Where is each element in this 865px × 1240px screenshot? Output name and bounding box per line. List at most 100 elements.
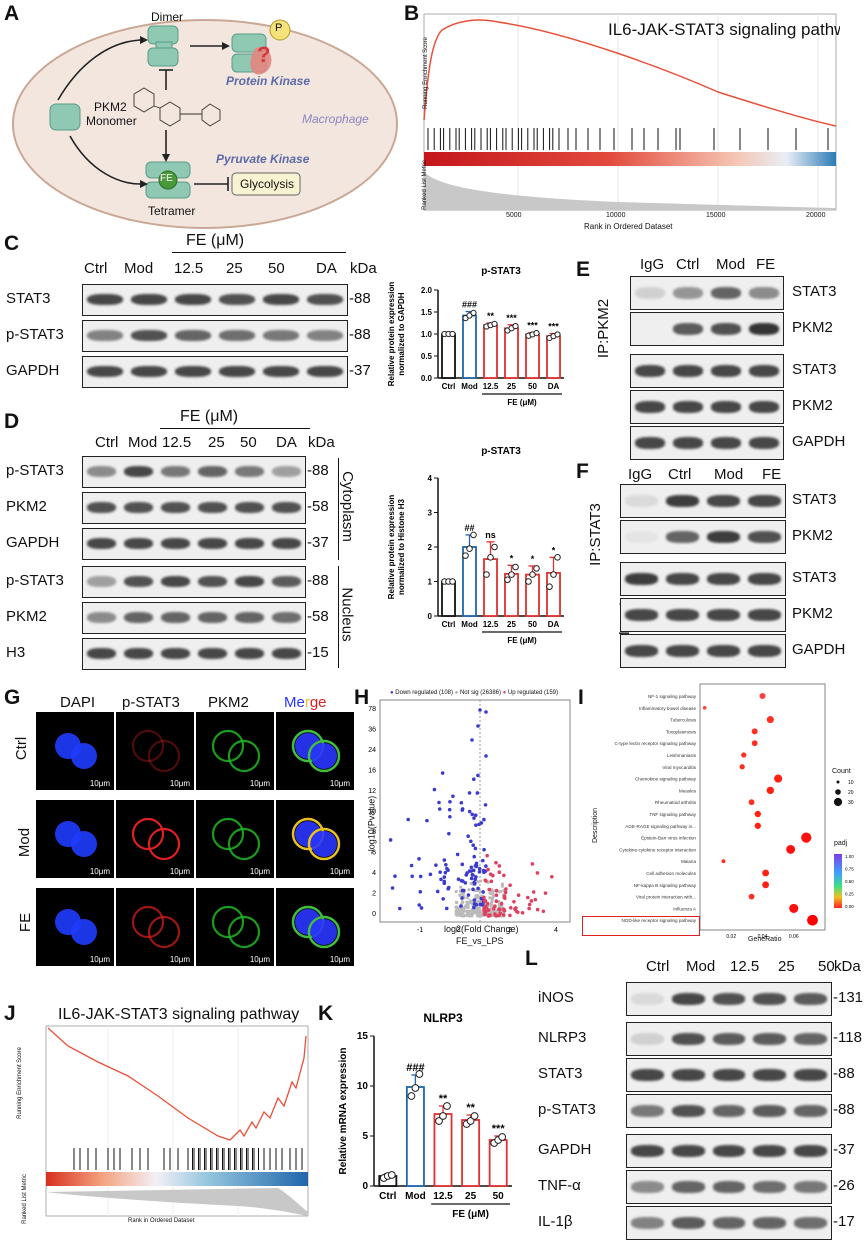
blot-band bbox=[753, 1144, 787, 1157]
blot-strip bbox=[82, 638, 306, 670]
panel-i-dotplot: NF-1 signaling pathway Inflammatory bowel… bbox=[582, 682, 864, 946]
point-up bbox=[484, 879, 488, 883]
g-col-pstat3: p-STAT3 bbox=[122, 694, 180, 711]
bar bbox=[405, 1086, 425, 1187]
blot-row-label: IL-1β bbox=[538, 1213, 573, 1230]
data-point bbox=[546, 583, 553, 590]
blot-strip bbox=[620, 634, 786, 668]
point-up bbox=[508, 905, 513, 910]
blot-band bbox=[631, 1216, 664, 1229]
scale-bar-label: 10μm bbox=[249, 955, 270, 964]
blot-strip bbox=[82, 284, 348, 316]
point-up bbox=[497, 864, 502, 868]
point-down bbox=[481, 890, 485, 894]
point-down bbox=[484, 754, 488, 758]
blot-band bbox=[625, 572, 658, 585]
term-label: Influenza A bbox=[673, 906, 697, 911]
blot-band bbox=[131, 366, 167, 378]
volcano-xlabel: log2(Fold Change) bbox=[444, 924, 519, 934]
bar-chart-d: 0 1 2 3 4 Ctrl ## Mod ns 12.5 * 25 * 50 * DA FE (μM) p-ST… bbox=[387, 446, 564, 645]
term-dot bbox=[741, 752, 747, 758]
term-label: Malaria bbox=[681, 859, 697, 864]
kda-marker: -88 bbox=[349, 326, 371, 343]
point-down bbox=[470, 738, 474, 742]
blot-row-label: GAPDH bbox=[6, 534, 60, 551]
point-notsig bbox=[458, 893, 462, 897]
point-notsig bbox=[454, 909, 458, 913]
point-up bbox=[541, 909, 546, 914]
blot-row-label: STAT3 bbox=[792, 491, 837, 508]
point-down bbox=[471, 843, 476, 848]
panel-a-schematic: Dimer PKM2 Monomer Protein Kinase Macrop… bbox=[10, 12, 400, 230]
blot-band bbox=[712, 1180, 746, 1193]
point-down bbox=[482, 870, 486, 875]
data-point bbox=[529, 571, 536, 578]
point-up bbox=[527, 906, 531, 911]
point-down bbox=[471, 868, 476, 873]
point-down bbox=[455, 852, 460, 857]
point-notsig bbox=[459, 885, 463, 889]
y-tick-label: 12 bbox=[368, 788, 376, 795]
point-down bbox=[471, 873, 475, 877]
c-lane-2: Mod bbox=[124, 260, 154, 277]
blot-band bbox=[87, 330, 123, 342]
x-axis-label: FE (μM) bbox=[452, 1209, 489, 1220]
x-tick-label: DA bbox=[548, 620, 560, 629]
data-point bbox=[491, 320, 498, 327]
point-down bbox=[432, 787, 437, 792]
blot-band bbox=[710, 436, 742, 449]
y-axis-label: Relative mRNA expression bbox=[338, 1048, 349, 1175]
blot-strip bbox=[620, 520, 786, 554]
blot-band bbox=[307, 366, 343, 378]
y-tick-label: 6 bbox=[372, 850, 376, 857]
blot-band bbox=[748, 494, 781, 507]
point-notsig bbox=[500, 884, 504, 888]
membrane bbox=[147, 827, 181, 861]
dotplot-xlabel: GeneRatio bbox=[748, 936, 782, 943]
point-notsig bbox=[488, 896, 492, 900]
gsea-b-xlabel: Rank in Ordered Dataset bbox=[584, 222, 673, 231]
x-tick-label: 4 bbox=[554, 927, 558, 934]
scale-bar-label: 10μm bbox=[169, 867, 190, 876]
term-dot bbox=[789, 903, 799, 913]
blot-band bbox=[753, 1032, 787, 1045]
l-lane-1: Ctrl bbox=[646, 958, 670, 975]
blot-band bbox=[748, 530, 781, 543]
blot-band bbox=[666, 644, 699, 657]
gsea-j-xlabel: Rank in Ordered Dataset bbox=[128, 1218, 195, 1224]
blot-band bbox=[634, 400, 666, 413]
significance-label: *** bbox=[492, 1123, 506, 1135]
term-dot bbox=[721, 859, 726, 864]
e-lane-1: IgG bbox=[640, 256, 665, 273]
data-point bbox=[504, 576, 511, 584]
significance-label: * bbox=[531, 554, 535, 564]
point-down bbox=[474, 823, 478, 827]
kda-marker: -26 bbox=[833, 1177, 855, 1194]
point-up bbox=[493, 912, 497, 916]
x-tick-label: 0.04 bbox=[758, 934, 768, 940]
glycolysis-label: Glycolysis bbox=[240, 177, 295, 191]
blot-band bbox=[794, 1068, 827, 1081]
point-notsig bbox=[460, 913, 464, 917]
point-down bbox=[445, 866, 449, 871]
c-lane-3: 12.5 bbox=[174, 260, 204, 277]
point-down bbox=[477, 822, 481, 827]
g-col-pkm2: PKM2 bbox=[208, 694, 249, 711]
point-up bbox=[529, 899, 534, 903]
blot-band bbox=[175, 330, 211, 342]
term-dot bbox=[754, 810, 761, 818]
question-mark: ? bbox=[257, 42, 271, 67]
blot-band bbox=[794, 1180, 827, 1193]
significance-label: ** bbox=[439, 1093, 448, 1105]
blot-band bbox=[123, 502, 154, 514]
y-tick-label: 0.0 bbox=[421, 374, 433, 383]
panel-letter-k: K bbox=[318, 1002, 334, 1025]
x-tick-label: Mod bbox=[405, 1191, 426, 1202]
y-tick-label: 24 bbox=[368, 747, 376, 754]
blot-band bbox=[707, 530, 740, 543]
point-notsig bbox=[467, 888, 471, 892]
point-down bbox=[474, 864, 479, 868]
blot-row-label: GAPDH bbox=[538, 1141, 592, 1158]
blot-band bbox=[271, 576, 302, 588]
blot-band bbox=[748, 436, 780, 449]
